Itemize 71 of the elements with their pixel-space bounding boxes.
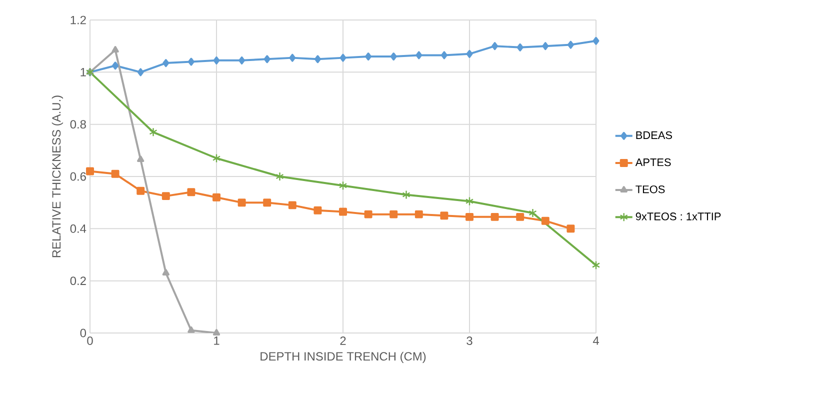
point xyxy=(136,186,145,195)
point xyxy=(264,55,270,64)
point xyxy=(112,46,119,52)
point xyxy=(465,196,474,206)
point xyxy=(466,50,473,58)
point xyxy=(402,190,410,200)
point xyxy=(149,128,158,137)
point xyxy=(238,56,246,64)
point xyxy=(212,329,220,336)
y-tick-label: 0.6 xyxy=(70,172,86,181)
point xyxy=(187,188,196,196)
y-tick-label: 0 xyxy=(80,328,86,338)
point xyxy=(162,59,170,68)
point xyxy=(314,55,321,64)
x-tick-label: 4 xyxy=(592,336,599,345)
point xyxy=(263,198,272,207)
point xyxy=(440,212,448,220)
point xyxy=(213,56,220,64)
point xyxy=(566,224,575,233)
point xyxy=(542,42,549,50)
point xyxy=(516,43,524,52)
point xyxy=(188,326,195,333)
point xyxy=(276,172,284,182)
point xyxy=(440,51,448,60)
legend-label: APTES xyxy=(635,158,671,166)
point xyxy=(137,68,144,76)
y-tick-label: 1.2 xyxy=(70,16,86,24)
point xyxy=(289,54,296,62)
point xyxy=(492,42,498,50)
y-tick-label: 0.4 xyxy=(70,224,86,233)
point xyxy=(212,154,221,163)
point xyxy=(112,62,119,70)
point xyxy=(466,212,474,221)
point xyxy=(541,216,550,225)
y-tick-label: 0.8 xyxy=(70,120,86,129)
y-axis-title: RELATIVE THICKNESS (A.U.) xyxy=(52,96,64,258)
y-tick-label: 1 xyxy=(80,68,86,76)
point xyxy=(414,210,423,218)
point xyxy=(339,208,347,216)
point xyxy=(86,167,94,176)
point xyxy=(364,210,372,218)
point xyxy=(516,212,524,221)
point xyxy=(212,193,220,202)
point xyxy=(390,52,397,61)
point xyxy=(490,212,499,221)
x-tick-label: 1 xyxy=(214,336,220,345)
point xyxy=(390,210,398,218)
x-tick-label: 0 xyxy=(87,336,93,345)
point xyxy=(137,156,144,162)
y-tick-label: 0.2 xyxy=(70,276,86,286)
legend-label: BDEAS xyxy=(636,131,672,140)
point xyxy=(338,181,348,190)
legend-label: 9xTEOS : 1xTTIP xyxy=(636,212,721,220)
point xyxy=(592,36,600,45)
point xyxy=(365,52,372,61)
point xyxy=(162,269,170,276)
point xyxy=(188,58,194,66)
point xyxy=(592,260,600,270)
point xyxy=(314,206,322,214)
point xyxy=(528,208,537,218)
x-tick-label: 3 xyxy=(466,336,472,345)
point xyxy=(162,192,170,200)
x-tick-label: 2 xyxy=(340,336,346,345)
point xyxy=(238,198,246,207)
point xyxy=(340,54,346,62)
point xyxy=(416,51,422,60)
point xyxy=(567,40,574,49)
point xyxy=(288,201,296,210)
x-axis-title: DEPTH INSIDE TRENCH (CM) xyxy=(260,352,426,363)
legend-label: TEOS xyxy=(636,185,665,194)
point xyxy=(111,170,120,178)
